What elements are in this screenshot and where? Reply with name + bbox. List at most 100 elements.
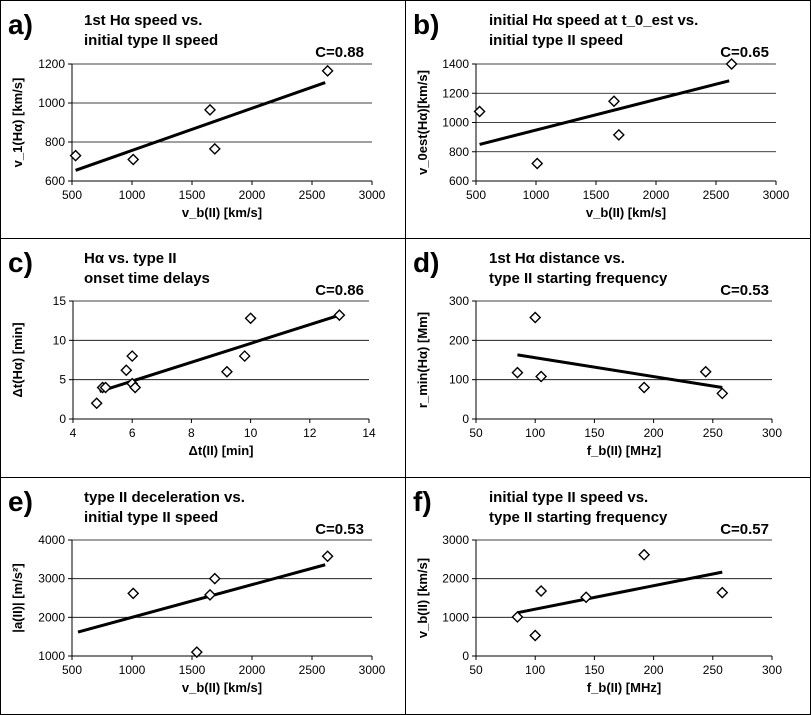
x-axis-title: v_b(II) [km/s]: [182, 680, 262, 695]
correlation-label: C=0.86: [315, 282, 364, 299]
fit-line: [479, 79, 730, 146]
y-tick-label: 4000: [38, 533, 65, 547]
correlation-label: C=0.88: [315, 44, 364, 61]
chart-title-line: 1st Hα speed vs.: [84, 12, 202, 29]
x-tick-label: 1000: [119, 188, 146, 202]
y-axis-title: Δt(Hα) [min]: [10, 322, 25, 397]
chart-title-line: initial type II speed vs.: [489, 489, 648, 506]
correlation-label: C=0.53: [315, 521, 364, 538]
data-point: [535, 585, 548, 598]
panel-e: e) type II deceleration vs. initial type I…: [8, 486, 386, 695]
y-tick-label: 3000: [442, 533, 469, 547]
x-tick-label: 2500: [703, 188, 730, 202]
panel-letter: f): [413, 486, 432, 517]
x-tick-label: 200: [644, 426, 664, 440]
x-tick-label: 1000: [523, 188, 550, 202]
data-point: [126, 350, 139, 363]
y-tick-label: 600: [449, 174, 469, 188]
y-tick-label: 3000: [38, 572, 65, 586]
x-tick-label: 1000: [119, 663, 146, 677]
fit-line: [517, 570, 723, 615]
x-tick-label: 100: [525, 663, 545, 677]
data-point: [204, 588, 216, 601]
chart-title-line: onset time delays: [84, 270, 210, 287]
x-tick-label: 100: [525, 426, 545, 440]
fit-line: [517, 353, 723, 390]
y-tick-label: 800: [449, 145, 469, 159]
data-point: [99, 381, 112, 394]
panel-c: c) Hα vs. type II onset time delays C=0.86 0…: [8, 247, 376, 458]
y-tick-label: 300: [449, 294, 469, 308]
panel-a: a) 1st Hα speed vs. initial type II speed C…: [8, 9, 386, 220]
x-tick-label: 1500: [179, 663, 206, 677]
y-tick-label: 1200: [38, 57, 65, 71]
x-tick-label: 3000: [763, 188, 790, 202]
data-point: [190, 646, 203, 659]
y-tick-label: 15: [53, 294, 67, 308]
panel-d: d) 1st Hα distance vs. type II starting fr…: [413, 247, 782, 458]
data-point: [529, 629, 542, 642]
data-point: [208, 572, 221, 585]
x-tick-label: 250: [703, 663, 723, 677]
x-tick-label: 200: [644, 663, 664, 677]
x-tick-label: 4: [70, 426, 77, 440]
x-axis-title: Δt(II) [min]: [189, 443, 254, 458]
data-point: [531, 157, 544, 170]
x-axis-title: f_b(II) [MHz]: [587, 443, 661, 458]
data-point: [321, 550, 334, 563]
x-axis-title: v_b(II) [km/s]: [182, 205, 262, 220]
chart-title-line: Hα vs. type II: [84, 250, 177, 267]
x-axis-title: v_b(II) [km/s]: [586, 205, 666, 220]
fit-line: [75, 81, 326, 172]
y-tick-label: 1200: [442, 86, 469, 100]
y-tick-label: 1000: [38, 649, 65, 663]
x-tick-label: 2500: [299, 663, 326, 677]
x-tick-label: 10: [244, 426, 258, 440]
data-point: [608, 95, 620, 108]
x-tick-label: 1500: [179, 188, 206, 202]
y-tick-label: 1000: [442, 610, 469, 624]
panel-f: f) initial type II speed vs. type II start…: [413, 486, 782, 695]
data-point: [535, 370, 548, 383]
data-point: [321, 64, 334, 77]
panel-letter: d): [413, 247, 439, 278]
x-tick-label: 150: [584, 426, 604, 440]
chart-title-line: initial type II speed: [84, 32, 218, 49]
y-tick-label: 0: [462, 649, 469, 663]
panel-letter: a): [8, 9, 33, 40]
y-tick-label: 2000: [38, 610, 65, 624]
data-point: [638, 381, 651, 394]
y-tick-label: 200: [449, 333, 469, 347]
x-tick-label: 500: [62, 663, 82, 677]
data-point: [90, 397, 103, 410]
panel-letter: c): [8, 247, 33, 278]
data-point: [333, 309, 346, 322]
data-point: [220, 365, 233, 378]
x-tick-label: 2000: [239, 188, 266, 202]
data-point: [511, 366, 524, 379]
chart-title-line: 1st Hα distance vs.: [489, 250, 625, 267]
x-tick-label: 6: [129, 426, 136, 440]
x-tick-label: 1500: [583, 188, 610, 202]
data-point: [244, 312, 257, 325]
y-tick-label: 2000: [442, 572, 469, 586]
y-tick-label: 10: [53, 333, 67, 347]
y-tick-label: 600: [45, 174, 65, 188]
data-point: [127, 587, 140, 600]
x-tick-label: 3000: [359, 188, 386, 202]
panel-b: b) initial Hα speed at t_0_est vs. initial…: [413, 9, 790, 220]
y-tick-label: 5: [59, 373, 66, 387]
correlation-label: C=0.57: [720, 521, 769, 538]
y-axis-title: v_0est(Hα)[km/s]: [415, 70, 430, 175]
y-axis-title: r_min(Hα) [Mm]: [415, 312, 430, 408]
chart-title-line: type II starting frequency: [489, 270, 668, 287]
data-point: [127, 153, 140, 166]
panel-letter: e): [8, 486, 33, 517]
x-tick-label: 50: [469, 426, 483, 440]
data-point: [204, 103, 216, 116]
chart-title-line: type II starting frequency: [489, 509, 668, 526]
x-tick-label: 250: [703, 426, 723, 440]
y-axis-title: v_1(Hα) [km/s]: [10, 78, 25, 168]
data-point: [120, 364, 133, 377]
y-tick-label: 800: [45, 135, 65, 149]
